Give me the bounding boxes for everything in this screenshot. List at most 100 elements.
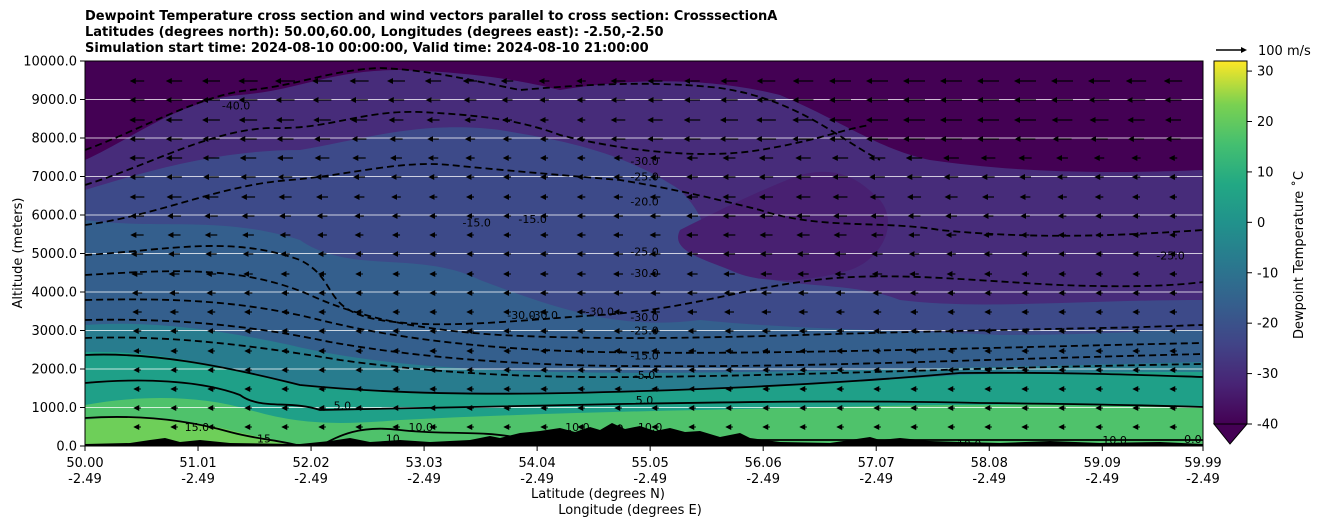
x-tick-label-lon: -2.49 bbox=[407, 472, 441, 487]
contour-line-dashed bbox=[85, 111, 871, 186]
contour-label: -25.0 bbox=[630, 171, 658, 184]
contour-label: 15 bbox=[257, 432, 271, 445]
colorbar-tick-label: 30 bbox=[1257, 65, 1274, 80]
contour-label: 10 bbox=[386, 432, 400, 445]
x-tick-label-lon: -2.49 bbox=[1186, 472, 1220, 487]
y-tick-label: 6000.0 bbox=[32, 209, 78, 224]
contour-label: -15.0 bbox=[630, 350, 658, 363]
colorbar-ticks: -40 -30 -20 -10 0 10 20 30 bbox=[1247, 65, 1278, 433]
x-tick-label-lon: -2.49 bbox=[1085, 472, 1119, 487]
contour-line-solid bbox=[85, 379, 1203, 411]
y-tick-label: 10000.0 bbox=[23, 55, 77, 70]
contour-label: -25.0 bbox=[1156, 249, 1184, 262]
plot-area: -40.0-30.0-25.0-20.0-15.0 -15.0-25.0-30.0… bbox=[85, 61, 1203, 451]
x-tick-label-lat: 51.01 bbox=[179, 456, 216, 471]
y-tick-label: 7000.0 bbox=[32, 170, 78, 185]
x-tick-label-lon: -2.49 bbox=[68, 472, 102, 487]
contour-line-dashed bbox=[85, 163, 1203, 237]
colorbar-tick-label: -40 bbox=[1257, 418, 1278, 433]
quiver-key: 100 m/s bbox=[1216, 44, 1311, 59]
title-line-1: Dewpoint Temperature cross section and w… bbox=[85, 9, 778, 24]
terrain-silhouette bbox=[85, 423, 1203, 446]
contour-line-solid bbox=[85, 416, 301, 446]
y-tick-label: 8000.0 bbox=[32, 132, 78, 147]
y-tick-label: 9000.0 bbox=[32, 93, 78, 108]
x-tick-label-lon: -2.49 bbox=[520, 472, 554, 487]
contour-label: -30.0 bbox=[630, 311, 658, 324]
y-tick-label: 1000.0 bbox=[32, 401, 78, 416]
contour-label: -15.0 bbox=[462, 217, 490, 230]
title-line-3: Simulation start time: 2024-08-10 00:00:… bbox=[85, 41, 649, 56]
contour-line-dashed bbox=[85, 336, 1203, 379]
x-axis-label-primary: Latitude (degrees N) bbox=[531, 487, 665, 502]
colorbar-tick-label: -30 bbox=[1257, 367, 1278, 382]
contour-label: 0.0 bbox=[1184, 433, 1202, 446]
y-axis-label: Altitude (meters) bbox=[11, 198, 26, 309]
contour-label: -40.0 bbox=[222, 99, 250, 112]
colorbar-gradient bbox=[1213, 60, 1248, 425]
contour-label: -30.0 bbox=[507, 309, 535, 322]
contour-label: -30.0 bbox=[630, 267, 658, 280]
x-tick-label-lat: 52.02 bbox=[292, 456, 329, 471]
x-tick-label-lat: 56.06 bbox=[745, 456, 782, 471]
x-tick-label-lon: -2.49 bbox=[972, 472, 1006, 487]
colorbar: -40 -30 -20 -10 0 10 20 30 Dewpoint Temperature… bbox=[1212, 60, 1307, 445]
contour-label: 5.0 bbox=[636, 394, 654, 407]
x-tick-label-lon: -2.49 bbox=[181, 472, 215, 487]
colorbar-label: Dewpoint Temperature ˚C bbox=[1291, 171, 1307, 339]
x-tick-label-lat: 57.07 bbox=[858, 456, 895, 471]
contour-label: -15.0 bbox=[518, 213, 546, 226]
x-tick-label-lon: -2.49 bbox=[746, 472, 780, 487]
y-axis: 0.0 1000.0 2000.0 3000.0 4000.0 5000.0 6000.0 7… bbox=[23, 55, 85, 455]
x-tick-label-lat: 54.04 bbox=[519, 456, 556, 471]
contour-label: -30.0 bbox=[630, 155, 658, 168]
colorbar-tick-label: 20 bbox=[1257, 115, 1274, 130]
colorbar-extend-min bbox=[1212, 423, 1249, 445]
contour-label: 5.0 bbox=[334, 400, 352, 413]
x-tick-label-lon: -2.49 bbox=[859, 472, 893, 487]
contour-label: 15.0 bbox=[185, 421, 210, 434]
x-tick-label-lat: 55.05 bbox=[632, 456, 669, 471]
contour-label: -30.0 bbox=[586, 305, 614, 318]
x-tick-label-lat: 53.03 bbox=[405, 456, 442, 471]
contour-label: 10.0 bbox=[638, 421, 663, 434]
colorbar-tick-label: 0 bbox=[1257, 216, 1265, 231]
x-tick-label-lat: 50.00 bbox=[66, 456, 103, 471]
x-tick-label-lat: 58.08 bbox=[971, 456, 1008, 471]
contour-label: -20.0 bbox=[630, 196, 658, 209]
wind-vectors bbox=[129, 78, 1183, 430]
contour-label: -30.0 bbox=[530, 309, 558, 322]
y-tick-label: 2000.0 bbox=[32, 363, 78, 378]
contour-label: 10.0 bbox=[957, 438, 982, 451]
contour-line-dashed bbox=[85, 270, 1203, 339]
title-line-2: Latitudes (degrees north): 50.00,60.00, … bbox=[85, 25, 664, 40]
contour-label: -5.0 bbox=[634, 369, 655, 382]
y-tick-label: 4000.0 bbox=[32, 286, 78, 301]
contour-label: 10 bbox=[610, 423, 624, 436]
contour-line-dashed bbox=[85, 67, 881, 161]
contour-labels: -40.0-30.0-25.0-20.0-15.0 -15.0-25.0-30.0… bbox=[185, 99, 1202, 451]
y-tick-label: 0.0 bbox=[56, 440, 77, 455]
dewpoint-band-surface bbox=[85, 398, 1203, 446]
x-tick-label-lon: -2.49 bbox=[294, 472, 328, 487]
colorbar-tick-label: 10 bbox=[1257, 165, 1274, 180]
x-tick-label-lat: 59.99 bbox=[1184, 456, 1221, 471]
chart-title: Dewpoint Temperature cross section and w… bbox=[85, 9, 777, 57]
x-axis-label-secondary: Longitude (degrees E) bbox=[558, 503, 702, 518]
y-tick-label: 5000.0 bbox=[32, 247, 78, 262]
y-tick-label: 3000.0 bbox=[32, 324, 78, 339]
contour-label: 10.0 bbox=[1102, 434, 1127, 447]
contour-label: -25.0 bbox=[630, 325, 658, 338]
colorbar-tick-label: -20 bbox=[1257, 317, 1278, 332]
contour-lines bbox=[85, 67, 1203, 446]
contour-label: 10.0 bbox=[565, 421, 590, 434]
x-axis: 50.00-2.4951.01-2.4952.02-2.4953.03-2.49… bbox=[66, 446, 1222, 487]
contour-line-dashed bbox=[85, 318, 1203, 368]
colorbar-tick-label: -10 bbox=[1257, 266, 1278, 281]
quiver-key-label: 100 m/s bbox=[1258, 44, 1311, 59]
x-tick-label-lon: -2.49 bbox=[633, 472, 667, 487]
contour-line-dashed bbox=[85, 245, 1203, 326]
x-tick-label-lat: 59.09 bbox=[1084, 456, 1121, 471]
contour-label: 10.0 bbox=[408, 421, 433, 434]
